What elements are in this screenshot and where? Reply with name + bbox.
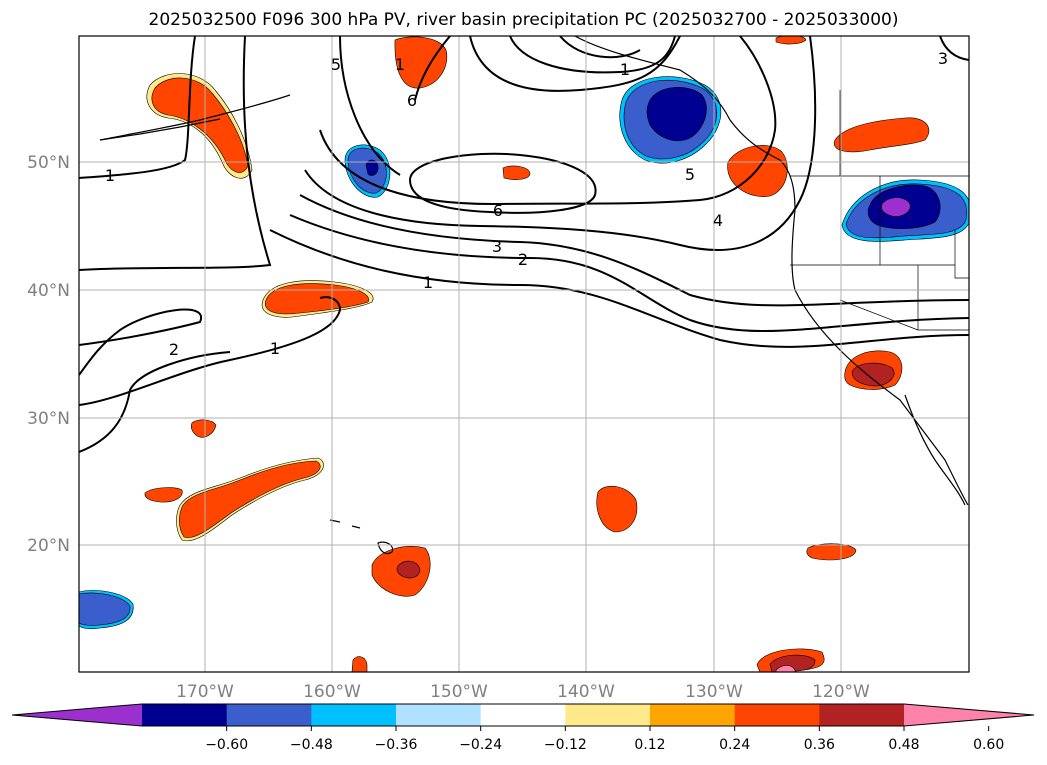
lon-label-140w: 140°W xyxy=(557,682,615,702)
contour-label: 5 xyxy=(685,165,695,184)
map-frame xyxy=(78,35,970,673)
pv-contour xyxy=(79,308,203,376)
contour-label: 3 xyxy=(938,49,948,68)
longitude-labels: 170°W 160°W 150°W 140°W 130°W 120°W xyxy=(176,682,870,702)
colorbar-tick-label: −0.48 xyxy=(290,737,333,753)
pv-contour xyxy=(559,36,641,59)
pv-contour xyxy=(79,36,196,179)
pv-contour xyxy=(408,152,597,214)
colorbar-segment xyxy=(819,704,905,726)
latitude-labels: 20°N 30°N 40°N 50°N xyxy=(27,153,70,556)
precip-blob xyxy=(144,487,183,503)
colorbar-tick-label: 0.60 xyxy=(973,737,1004,753)
lon-label-170w: 170°W xyxy=(176,682,234,702)
colorbar-outline xyxy=(11,703,1035,727)
precip-blob xyxy=(151,77,249,173)
pv-contour xyxy=(304,36,817,251)
contour-label: 1 xyxy=(270,339,280,358)
colorbar-segment xyxy=(650,704,736,726)
pv-contour xyxy=(939,36,969,61)
border-state-lines xyxy=(790,90,969,331)
coastlines xyxy=(99,36,969,555)
colorbar-tick-label: −0.24 xyxy=(459,737,502,753)
colorbar: −0.60 −0.48 −0.36 −0.24 −0.12 0.12 0.24 0.36 0.4… xyxy=(11,703,1035,753)
lon-label-150w: 150°W xyxy=(430,682,488,702)
precip-blob xyxy=(502,165,531,180)
pv-contours xyxy=(79,36,969,453)
contour-label: 5 xyxy=(331,55,341,74)
pv-contour xyxy=(299,194,969,307)
colorbar-tick-label: −0.36 xyxy=(375,737,418,753)
colorbar-segment xyxy=(226,704,312,726)
colorbar-tick-label: −0.12 xyxy=(544,737,587,753)
contour-label: 3 xyxy=(492,237,502,256)
precip-blob xyxy=(351,656,368,672)
map-title: 2025032500 F096 300 hPa PV, river basin … xyxy=(148,10,899,30)
precip-blob xyxy=(394,36,448,89)
colorbar-extend-low xyxy=(12,704,142,726)
precip-blob xyxy=(851,362,895,387)
colorbar-segment xyxy=(396,704,482,726)
colorbar-tick-label: 0.48 xyxy=(888,737,919,753)
colorbar-extend-high xyxy=(904,704,1034,726)
contour-label: 6 xyxy=(407,91,417,110)
contour-label: 6 xyxy=(493,201,503,220)
pv-contour xyxy=(79,36,272,271)
precip-blob xyxy=(79,592,131,626)
precip-blob xyxy=(265,283,369,315)
colorbar-segment xyxy=(480,704,566,726)
pv-contour xyxy=(79,351,231,453)
lon-label-160w: 160°W xyxy=(303,682,361,702)
contour-label: 4 xyxy=(713,211,723,230)
colorbar-segment xyxy=(311,704,397,726)
precip-blob xyxy=(833,117,930,153)
contour-label: 1 xyxy=(423,273,433,292)
colorbar-segment xyxy=(734,704,820,726)
lat-label-20n: 20°N xyxy=(27,536,70,556)
precip-blob xyxy=(596,485,638,533)
pv-contour xyxy=(339,36,451,176)
pv-contour xyxy=(319,36,777,206)
contour-label: 1 xyxy=(395,55,405,74)
gridlines xyxy=(79,36,969,672)
lat-label-40n: 40°N xyxy=(27,281,70,301)
precip-shading xyxy=(79,36,969,672)
pv-contour xyxy=(289,214,969,332)
precip-blob xyxy=(881,197,911,217)
colorbar-segment xyxy=(565,704,651,726)
pv-contour xyxy=(509,36,676,74)
colorbar-tick-label: 0.24 xyxy=(719,737,750,753)
coastline-baja xyxy=(904,394,966,506)
coastline-alaska xyxy=(99,94,291,141)
colorbar-tick-label: −0.60 xyxy=(205,737,248,753)
lat-label-30n: 30°N xyxy=(27,409,70,429)
contour-label: 2 xyxy=(518,250,528,269)
contour-label: 1 xyxy=(620,60,630,79)
precip-blob xyxy=(365,159,379,176)
precip-blob xyxy=(646,86,707,142)
contour-label: 2 xyxy=(169,340,179,359)
coastline-north-america xyxy=(574,36,969,506)
pv-contour xyxy=(79,296,342,406)
precip-blob xyxy=(775,36,807,45)
precip-blob xyxy=(806,543,857,561)
pv-contour xyxy=(469,36,681,92)
colorbar-tick-label: 0.36 xyxy=(804,737,835,753)
pv-contour xyxy=(269,229,969,348)
contour-label: 1 xyxy=(105,166,115,185)
precip-blob xyxy=(179,460,321,538)
borders xyxy=(790,90,969,331)
colorbar-segment xyxy=(142,704,228,726)
lon-label-130w: 130°W xyxy=(685,682,743,702)
colorbar-tick-label: 0.12 xyxy=(634,737,665,753)
coastline-aleutians xyxy=(99,118,221,141)
lon-label-120w: 120°W xyxy=(812,682,870,702)
precip-blob xyxy=(396,560,421,579)
contour-labels: 1 1 2 1 1 2 3 6 6 5 1 5 4 3 xyxy=(105,49,948,359)
lat-label-50n: 50°N xyxy=(27,153,70,173)
map-layers xyxy=(79,36,969,672)
